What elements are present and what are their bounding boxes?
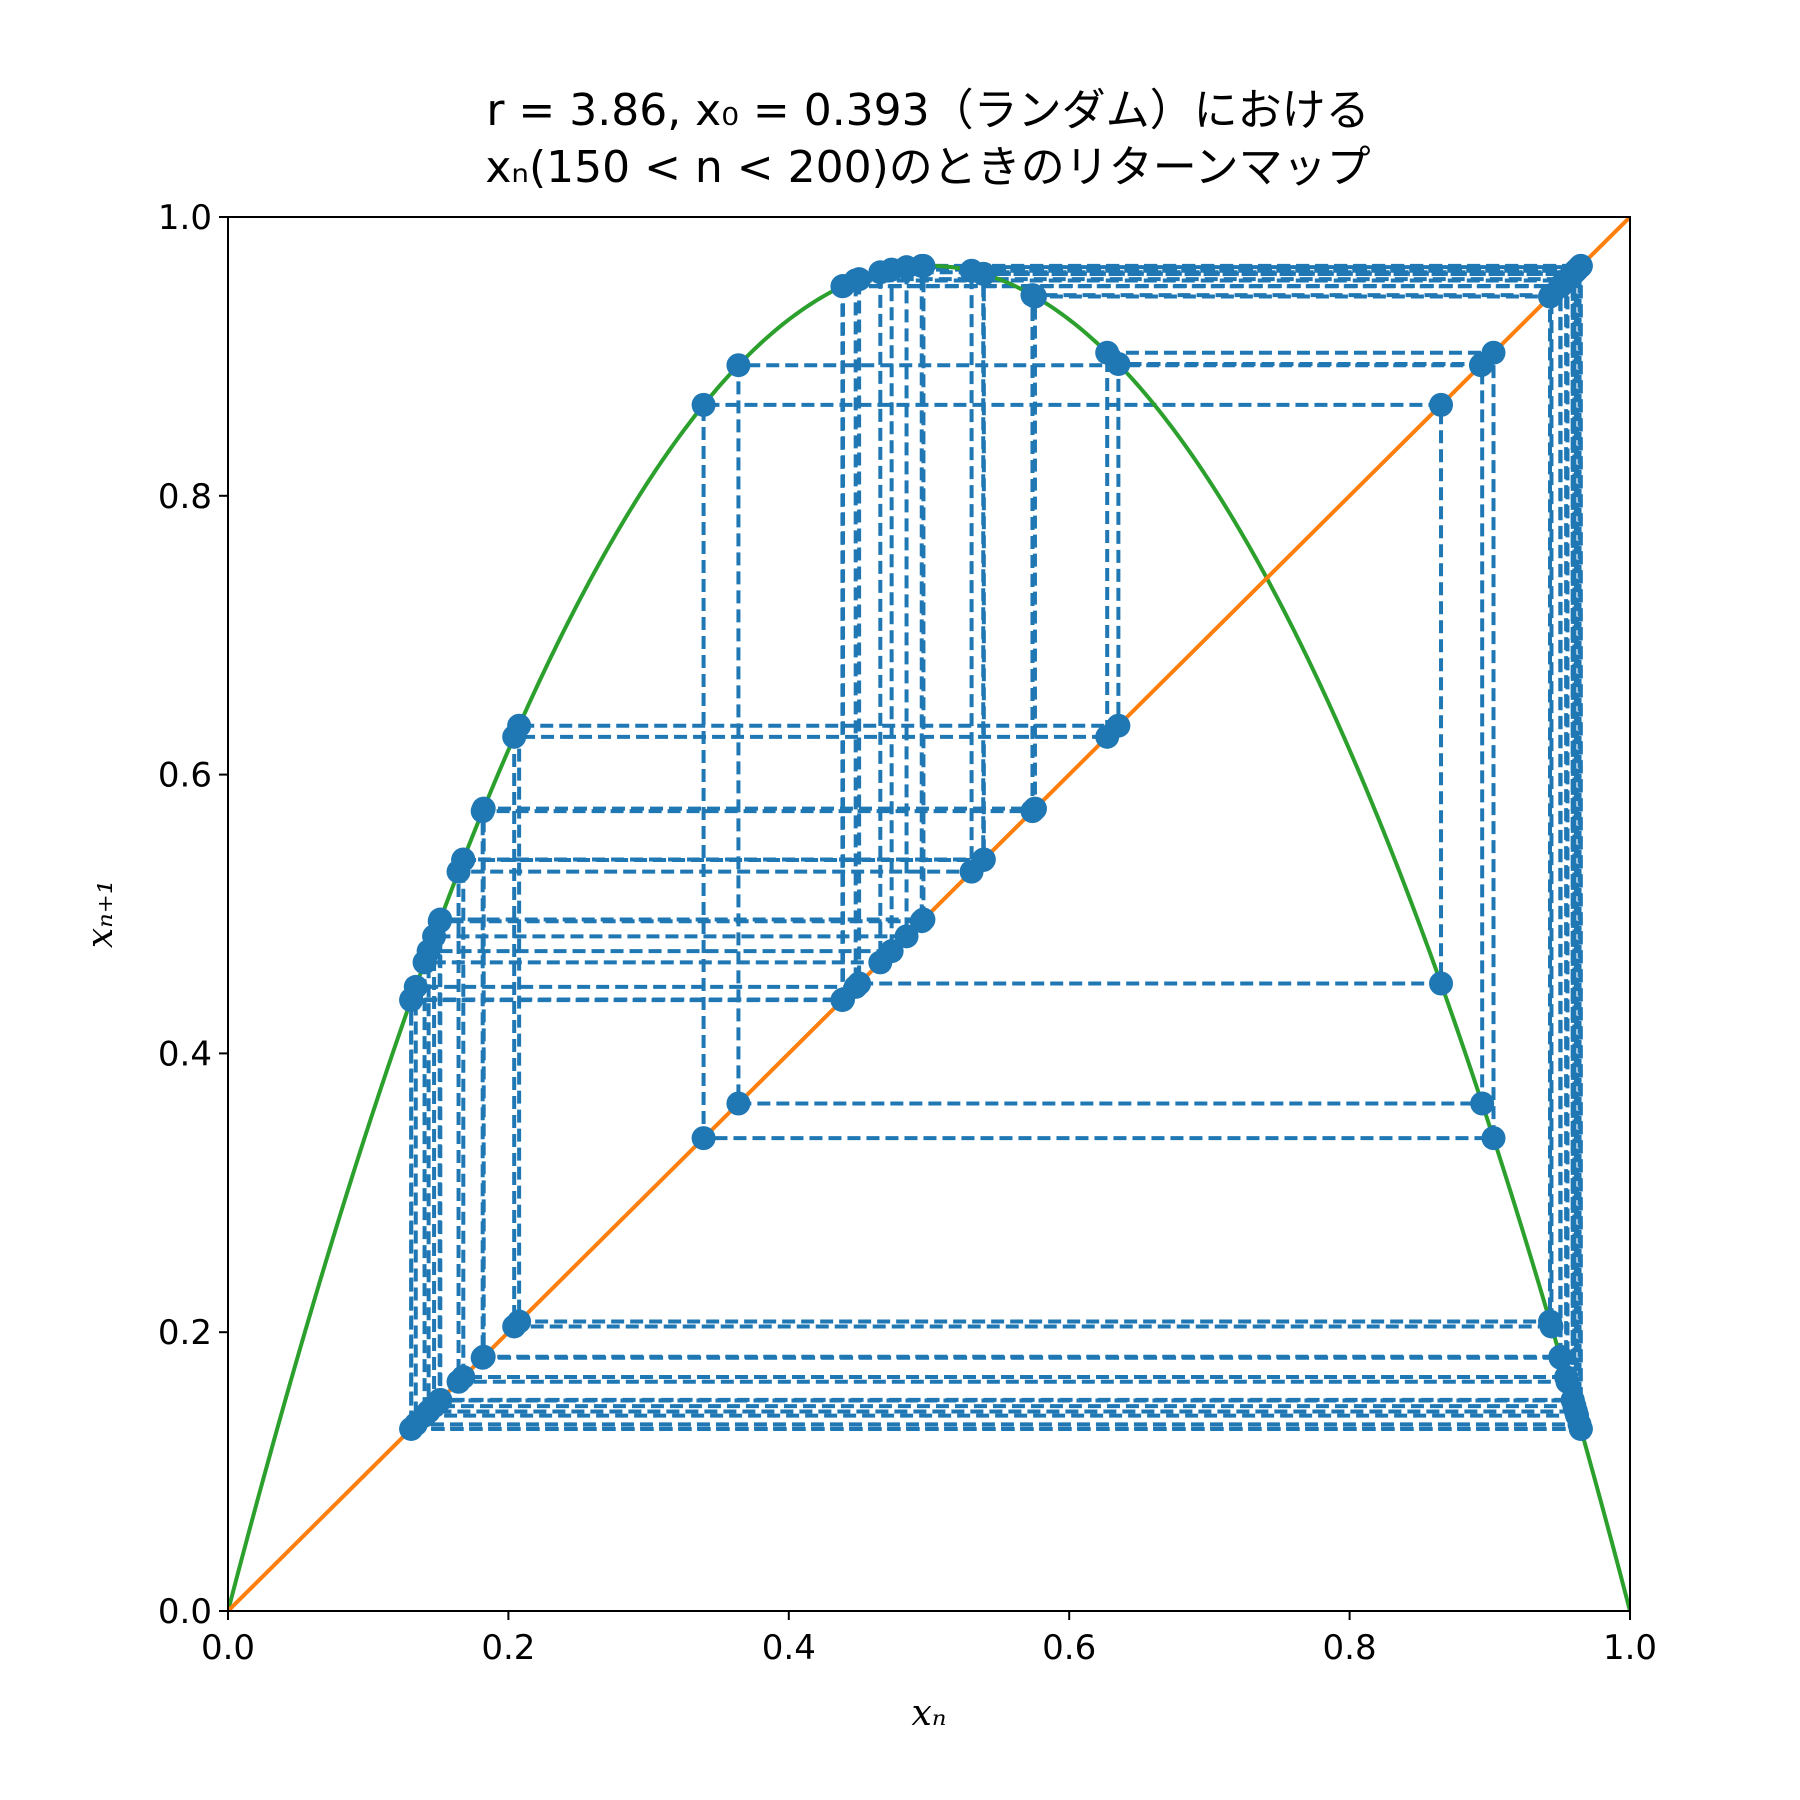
- cobweb-point: [1429, 392, 1454, 417]
- cobweb-point: [911, 907, 936, 932]
- y-tick-label: 1.0: [158, 198, 212, 238]
- cobweb-point: [1538, 284, 1563, 309]
- cobweb-point: [1106, 713, 1131, 738]
- cobweb-point: [507, 713, 532, 738]
- cobweb-point: [471, 796, 496, 821]
- y-axis-ticks: 0.0 0.2 0.4 0.6 0.8 1.0: [158, 198, 228, 1632]
- x-axis-label: xₙ: [912, 1693, 947, 1734]
- cobweb-point: [1568, 1416, 1593, 1441]
- cobweb-point: [451, 847, 476, 872]
- y-tick-label: 0.8: [158, 477, 212, 517]
- cobweb-point: [830, 988, 855, 1013]
- x-tick-label: 0.0: [201, 1628, 255, 1668]
- title-line-2: xₙ(150 < n < 200)のときのリターンマップ: [485, 142, 1370, 193]
- axes-frame: [227, 216, 1631, 1612]
- cobweb-point: [1554, 1365, 1579, 1390]
- cobweb-point: [1560, 1387, 1585, 1412]
- cobweb-points: [399, 253, 1593, 1441]
- x-axis-ticks: 0.0 0.2 0.4 0.6 0.8 1.0: [201, 1611, 1657, 1668]
- cobweb-point: [868, 950, 893, 975]
- cobweb-point: [726, 1091, 751, 1116]
- cobweb-point: [399, 988, 424, 1013]
- cobweb-point: [830, 274, 855, 299]
- cobweb-point: [428, 907, 453, 932]
- cobweb-path: [409, 263, 1583, 1431]
- y-axis-label: xₙ₊₁: [80, 880, 121, 948]
- cobweb-point: [1481, 1126, 1506, 1151]
- chart-title: r = 3.86, x₀ = 0.393（ランダム）における xₙ(150 < …: [485, 85, 1370, 193]
- cobweb-point: [971, 847, 996, 872]
- cobweb-point: [971, 262, 996, 287]
- y-tick-label: 0.0: [158, 1592, 212, 1632]
- cobweb-point: [691, 392, 716, 417]
- title-line-1: r = 3.86, x₀ = 0.393（ランダム）における: [486, 85, 1369, 136]
- cobweb-point: [399, 1416, 424, 1441]
- cobweb-point: [894, 924, 919, 949]
- cobweb-point: [428, 1387, 453, 1412]
- plot-area: [228, 217, 1630, 1611]
- cobweb-point: [868, 260, 893, 285]
- cobweb-point: [471, 1344, 496, 1369]
- cobweb-point: [507, 1309, 532, 1334]
- y-tick-label: 0.4: [158, 1034, 212, 1074]
- y-tick-label: 0.6: [158, 756, 212, 796]
- cobweb-point: [1468, 353, 1493, 378]
- x-tick-label: 0.6: [1042, 1628, 1096, 1668]
- cobweb-point: [451, 1365, 476, 1390]
- cobweb-point: [1538, 1309, 1563, 1334]
- x-tick-label: 1.0: [1603, 1628, 1657, 1668]
- cobweb-point: [1022, 284, 1047, 309]
- cobweb-point: [911, 253, 936, 278]
- cobweb-point: [726, 353, 751, 378]
- cobweb-point: [691, 1126, 716, 1151]
- cobweb-point: [1429, 971, 1454, 996]
- x-tick-label: 0.2: [481, 1628, 535, 1668]
- cobweb-point: [1022, 796, 1047, 821]
- cobweb-point: [1106, 351, 1131, 376]
- x-tick-label: 0.8: [1323, 1628, 1377, 1668]
- cobweb-lines: [409, 263, 1583, 1431]
- cobweb-point: [412, 950, 437, 975]
- cobweb-point: [1568, 253, 1593, 278]
- y-tick-label: 0.2: [158, 1313, 212, 1353]
- x-tick-label: 0.4: [762, 1628, 816, 1668]
- cobweb-point: [1470, 1091, 1495, 1116]
- cobweb-point: [1548, 1344, 1573, 1369]
